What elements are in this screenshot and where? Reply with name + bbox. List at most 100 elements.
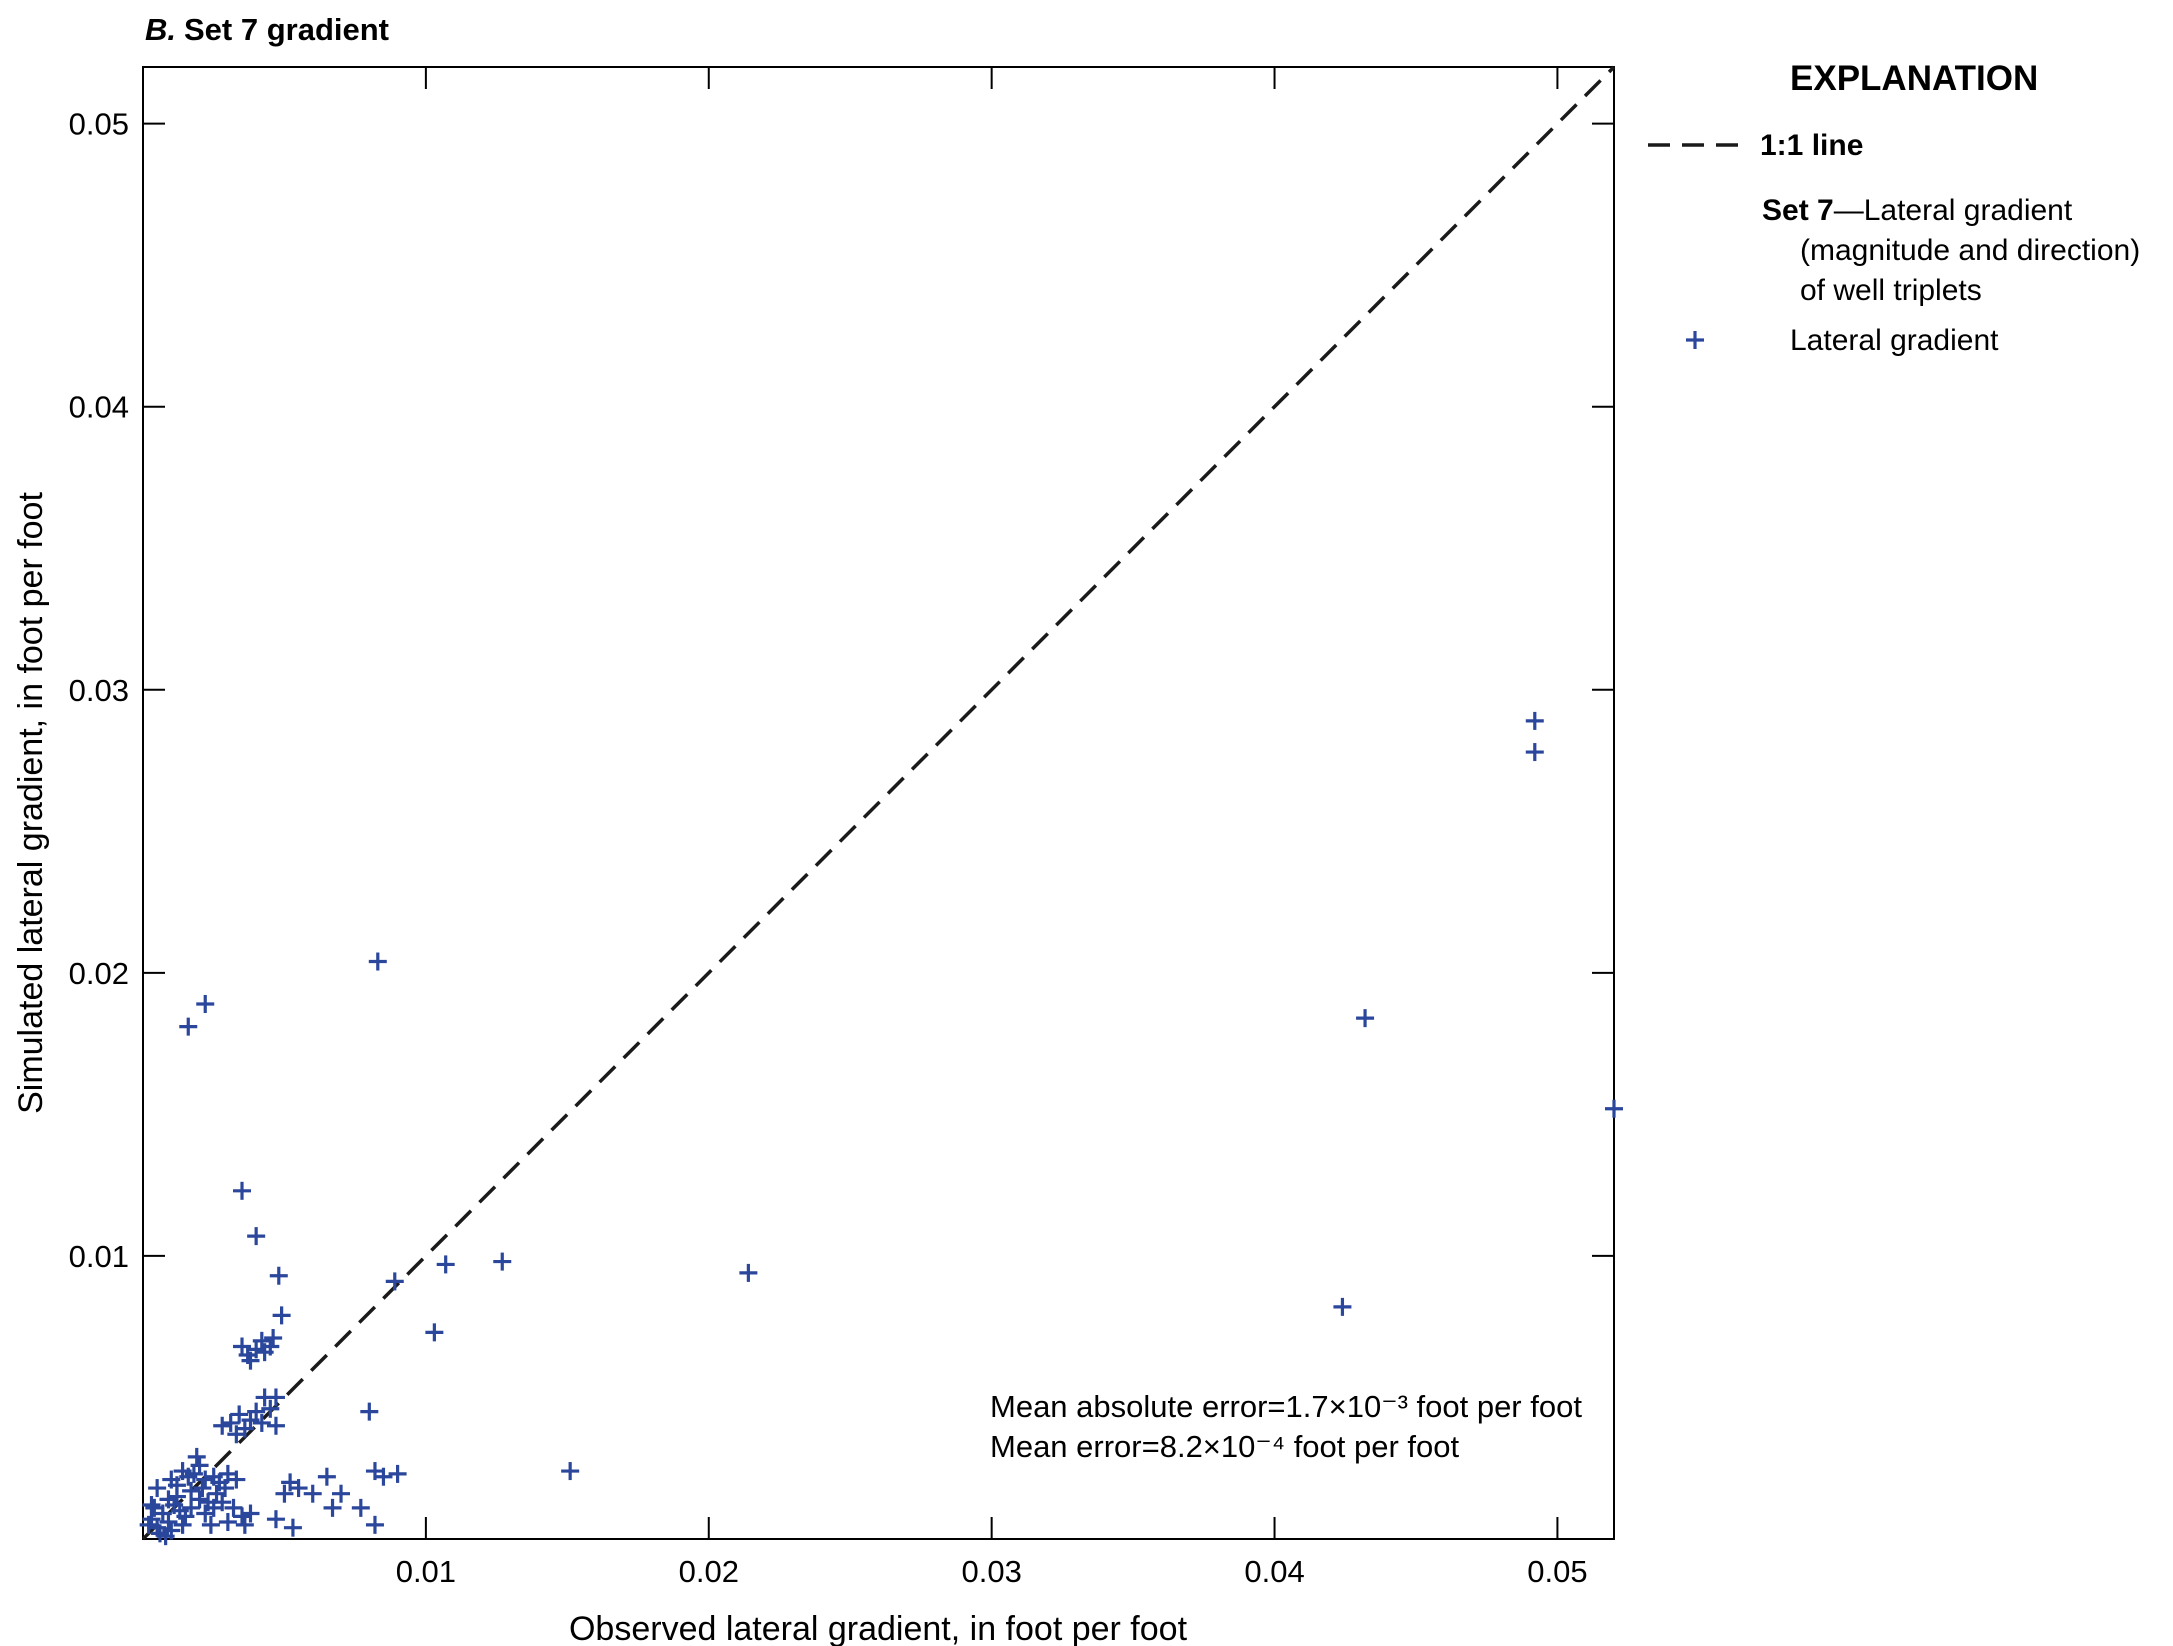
data-point (255, 1343, 274, 1362)
data-point (493, 1252, 512, 1271)
y-tick-label: 0.05 (69, 107, 129, 142)
data-point (252, 1413, 271, 1432)
x-tick-label: 0.01 (396, 1554, 456, 1589)
data-point (156, 1527, 175, 1546)
data-point (266, 1416, 285, 1435)
data-point (218, 1513, 237, 1532)
legend-marker-label: Lateral gradient (1790, 324, 1999, 357)
data-point (196, 1504, 215, 1523)
data-point (1525, 743, 1544, 762)
x-tick-label: 0.03 (961, 1554, 1021, 1589)
data-point (385, 1272, 404, 1291)
data-point (201, 1515, 220, 1534)
data-point (218, 1464, 237, 1483)
data-point (269, 1266, 288, 1285)
data-point (436, 1255, 455, 1274)
data-point (739, 1263, 758, 1282)
data-point (332, 1484, 351, 1503)
data-point (368, 952, 387, 971)
data-point (190, 1490, 209, 1509)
y-tick-label: 0.03 (69, 673, 129, 708)
data-point (235, 1515, 254, 1534)
data-point (241, 1351, 260, 1370)
legend-set-label: Set 7 (1762, 194, 1834, 227)
data-point (317, 1467, 336, 1486)
legend-plus-marker (1686, 331, 1704, 349)
legend-heading: EXPLANATION (1790, 59, 2038, 98)
legend-set-desc-1: —Lateral gradient (1834, 194, 2073, 227)
data-point (193, 1479, 212, 1498)
data-point (283, 1518, 302, 1537)
one-to-one-line (141, 65, 1616, 1541)
data-point (159, 1490, 178, 1509)
legend-set-desc-3: of well triplets (1800, 274, 1982, 307)
data-point (1333, 1297, 1352, 1316)
data-point (227, 1425, 246, 1444)
data-point (272, 1306, 291, 1325)
data-point (230, 1405, 249, 1424)
data-point (388, 1464, 407, 1483)
y-axis-title: Simulated lateral gradient, in foot per … (12, 492, 50, 1114)
data-point (182, 1481, 201, 1500)
data-point (351, 1498, 370, 1517)
y-tick-label: 0.01 (69, 1239, 129, 1274)
data-point (173, 1515, 192, 1534)
y-tick-label: 0.02 (69, 956, 129, 991)
data-point (1605, 1099, 1623, 1118)
y-tick-labels: 0.01 0.02 0.03 0.04 0.05 (69, 107, 129, 1274)
data-point (374, 1467, 393, 1486)
data-points (139, 711, 1623, 1546)
legend-set-line1: Set 7—Lateral gradient (1762, 194, 2073, 227)
data-point (323, 1498, 342, 1517)
data-point (173, 1462, 192, 1481)
data-point (233, 1507, 252, 1526)
data-point (252, 1331, 271, 1350)
chart-title-text: Set 7 gradient (184, 12, 389, 47)
data-point (179, 1017, 198, 1036)
data-point (281, 1473, 300, 1492)
data-point (142, 1496, 161, 1515)
annotation-mean-error: Mean error=8.2×10⁻⁴ foot per foot (990, 1429, 1460, 1464)
axis-ticks (143, 67, 1614, 1539)
legend-marker-icon (1686, 331, 1704, 349)
data-point (145, 1498, 164, 1517)
chart-title-prefix: B. (145, 12, 176, 47)
data-point (303, 1484, 322, 1503)
data-point (167, 1487, 186, 1506)
y-tick-label: 0.04 (69, 390, 129, 425)
data-point (199, 1493, 218, 1512)
x-tick-labels: 0.01 0.02 0.03 0.04 0.05 (396, 1554, 1588, 1589)
data-point (204, 1467, 223, 1486)
data-point (148, 1479, 167, 1498)
data-point (213, 1416, 232, 1435)
x-axis-title: Observed lateral gradient, in foot per f… (569, 1610, 1188, 1646)
data-point (241, 1504, 260, 1523)
data-point (139, 1515, 158, 1534)
annotation-mean-absolute-error: Mean absolute error=1.7×10⁻³ foot per fo… (990, 1389, 1582, 1424)
data-point (1356, 1009, 1375, 1028)
data-point (255, 1388, 274, 1407)
data-point (266, 1510, 285, 1529)
legend-line-label: 1:1 line (1760, 129, 1863, 162)
data-point (196, 1470, 215, 1489)
data-point (162, 1470, 181, 1489)
data-point (561, 1462, 580, 1481)
chart-title: B. Set 7 gradient (145, 12, 389, 47)
data-point (264, 1329, 283, 1348)
x-tick-label: 0.02 (679, 1554, 739, 1589)
plot-frame (142, 66, 1615, 1540)
data-point (216, 1479, 235, 1498)
legend-set-desc-2: (magnitude and direction) (1800, 234, 2140, 267)
data-point (275, 1484, 294, 1503)
data-point (247, 1227, 266, 1246)
data-point (261, 1399, 280, 1418)
legend: EXPLANATION 1:1 line Set 7—Lateral gradi… (1648, 59, 2140, 357)
data-point (425, 1323, 444, 1342)
data-point (233, 1181, 252, 1200)
data-point (221, 1413, 240, 1432)
data-point (187, 1447, 206, 1466)
data-point (365, 1515, 384, 1534)
data-point (360, 1402, 379, 1421)
x-tick-label: 0.05 (1527, 1554, 1587, 1589)
